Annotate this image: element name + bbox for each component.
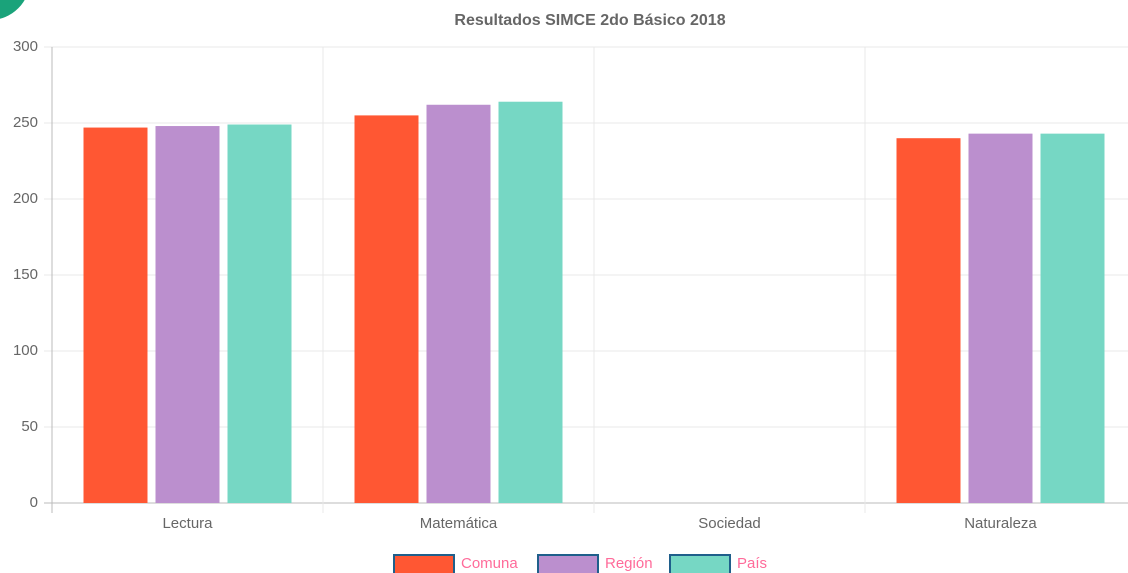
- bar: [426, 104, 491, 503]
- legend-label: Región: [605, 555, 653, 572]
- y-tick-label: 100: [13, 342, 38, 359]
- bar: [227, 124, 292, 504]
- bar: [1040, 133, 1105, 503]
- bar: [354, 115, 419, 504]
- legend-label: País: [737, 555, 767, 572]
- y-tick-label: 300: [13, 38, 38, 55]
- x-tick-label: Naturaleza: [964, 515, 1037, 532]
- legend-swatch: [537, 554, 599, 573]
- chart-title: Resultados SIMCE 2do Básico 2018: [454, 12, 725, 29]
- legend-label: Comuna: [461, 555, 518, 572]
- x-tick-label: Lectura: [162, 515, 213, 532]
- y-tick-label: 0: [30, 494, 38, 511]
- legend-swatch: [669, 554, 731, 573]
- x-tick-label: Sociedad: [698, 515, 761, 532]
- bar: [968, 133, 1033, 503]
- corner-decoration: [0, 0, 25, 19]
- y-tick-label: 250: [13, 114, 38, 131]
- y-tick-label: 150: [13, 266, 38, 283]
- y-tick-label: 200: [13, 190, 38, 207]
- x-tick-label: Matemática: [420, 515, 498, 532]
- legend-swatch: [393, 554, 455, 573]
- y-tick-label: 50: [21, 418, 38, 435]
- bar: [83, 127, 148, 503]
- bar: [896, 138, 961, 503]
- bar: [155, 126, 220, 503]
- bar: [498, 101, 563, 503]
